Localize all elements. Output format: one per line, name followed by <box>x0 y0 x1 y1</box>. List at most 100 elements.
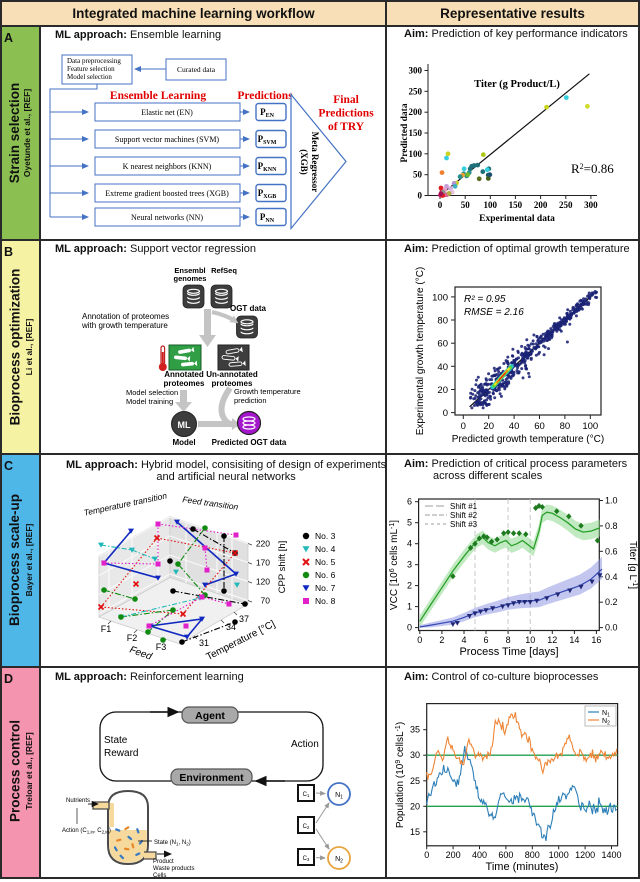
svg-text:Curated data: Curated data <box>177 65 216 74</box>
svg-text:C1: C1 <box>303 792 310 798</box>
svg-text:Meta Regressor: Meta Regressor <box>310 132 320 193</box>
svg-text:No. 8: No. 8 <box>315 596 336 606</box>
svg-text:16: 16 <box>591 635 601 645</box>
svg-text:R² = 0.95: R² = 0.95 <box>464 294 506 305</box>
svg-text:Model selection: Model selection <box>126 388 178 397</box>
svg-text:14: 14 <box>569 635 579 645</box>
svg-text:0.0: 0.0 <box>605 623 618 633</box>
svg-text:Population (109 cellsL-1): Population (109 cellsL-1) <box>395 722 406 828</box>
svg-text:Agent: Agent <box>195 710 225 722</box>
svg-text:F3: F3 <box>156 642 167 652</box>
svg-text:250: 250 <box>409 86 423 96</box>
svg-text:Temperature [°C]: Temperature [°C] <box>205 619 278 663</box>
svg-text:No. 7: No. 7 <box>315 583 336 593</box>
svg-text:Annotation of proteomes: Annotation of proteomes <box>82 312 169 321</box>
svg-text:Model: Model <box>172 438 195 447</box>
svg-text:Neural networks (NN): Neural networks (NN) <box>131 213 203 222</box>
svg-text:4: 4 <box>461 635 466 645</box>
svg-text:2: 2 <box>407 581 412 591</box>
svg-text:10: 10 <box>525 635 535 645</box>
svg-text:200: 200 <box>446 850 461 860</box>
svg-text:220: 220 <box>256 539 270 549</box>
svg-text:C2: C2 <box>303 824 310 830</box>
svg-text:1.0: 1.0 <box>605 496 618 506</box>
svg-text:genomes: genomes <box>174 274 207 283</box>
svg-text:50: 50 <box>413 170 423 180</box>
svg-text:12: 12 <box>547 635 557 645</box>
svg-text:80: 80 <box>560 421 571 432</box>
svg-text:Time (minutes): Time (minutes) <box>486 861 559 873</box>
svg-text:Un-annotated: Un-annotated <box>206 370 258 379</box>
svg-text:VCC [106 cells mL-1]: VCC [106 cells mL-1] <box>389 520 400 610</box>
svg-text:F2: F2 <box>127 633 138 643</box>
svg-text:Experimental growth temperatur: Experimental growth temperature (°C) <box>415 267 426 436</box>
svg-text:N2: N2 <box>335 856 343 865</box>
svg-text:100: 100 <box>432 292 448 303</box>
svg-text:Shift #2: Shift #2 <box>450 511 478 520</box>
svg-text:No. 3: No. 3 <box>315 531 336 541</box>
svg-text:Environment: Environment <box>179 772 244 784</box>
svg-text:20: 20 <box>483 421 494 432</box>
svg-text:Extreme gradient boosted trees: Extreme gradient boosted trees (XGB) <box>105 189 229 198</box>
svg-text:Waste products: Waste products <box>153 866 194 872</box>
svg-text:0: 0 <box>461 421 466 432</box>
svg-text:RefSeq: RefSeq <box>211 266 237 275</box>
svg-text:5: 5 <box>407 518 412 528</box>
svg-text:800: 800 <box>525 850 540 860</box>
svg-text:State (N1, N2): State (N1, N2) <box>154 840 191 847</box>
svg-text:Elastic net (EN): Elastic net (EN) <box>141 108 193 117</box>
svg-text:6: 6 <box>483 635 488 645</box>
svg-text:N1: N1 <box>335 792 343 801</box>
svg-text:Annotated: Annotated <box>164 370 204 379</box>
svg-text:0: 0 <box>438 200 443 210</box>
svg-text:K nearest neighbors (KNN): K nearest neighbors (KNN) <box>123 162 212 171</box>
svg-text:Predicted OGT data: Predicted OGT data <box>212 438 287 447</box>
svg-text:0: 0 <box>407 623 412 633</box>
svg-text:Process Time [days]: Process Time [days] <box>459 646 558 658</box>
svg-text:Predicted growth temperature (: Predicted growth temperature (°C) <box>452 434 604 445</box>
svg-text:Reward: Reward <box>104 748 138 759</box>
svg-text:with growth temperature: with growth temperature <box>81 321 168 330</box>
svg-text:37: 37 <box>239 614 249 624</box>
svg-text:15: 15 <box>410 827 420 837</box>
svg-text:1: 1 <box>407 602 412 612</box>
svg-text:N2: N2 <box>602 718 610 727</box>
svg-text:20: 20 <box>410 801 420 811</box>
svg-text:20: 20 <box>437 385 448 396</box>
svg-text:200: 200 <box>409 107 423 117</box>
svg-text:25: 25 <box>410 776 420 786</box>
svg-text:Support vector machines (SVM): Support vector machines (SVM) <box>115 135 220 144</box>
svg-text:60: 60 <box>437 339 448 350</box>
svg-text:Experimental data: Experimental data <box>479 214 555 224</box>
svg-text:35: 35 <box>410 725 420 735</box>
svg-text:100: 100 <box>484 200 498 210</box>
svg-text:Shift #1: Shift #1 <box>450 502 478 511</box>
svg-text:Product: Product <box>153 859 174 865</box>
svg-text:400: 400 <box>472 850 487 860</box>
svg-text:4: 4 <box>407 539 412 549</box>
svg-text:Shift #3: Shift #3 <box>450 520 478 529</box>
svg-text:31: 31 <box>199 638 209 648</box>
svg-text:600: 600 <box>498 850 513 860</box>
svg-text:Nutrients: Nutrients <box>66 798 90 804</box>
svg-text:Predicted data: Predicted data <box>400 103 410 162</box>
svg-text:40: 40 <box>509 421 520 432</box>
svg-text:State: State <box>104 735 128 746</box>
svg-text:60: 60 <box>534 421 545 432</box>
svg-text:RMSE = 2.16: RMSE = 2.16 <box>464 307 524 318</box>
svg-text:170: 170 <box>256 558 270 568</box>
svg-text:Titer [g L-1]: Titer [g L-1] <box>627 541 638 589</box>
svg-text:0.6: 0.6 <box>605 546 618 556</box>
svg-text:0: 0 <box>424 850 429 860</box>
svg-text:No. 4: No. 4 <box>315 544 336 554</box>
svg-text:F1: F1 <box>101 624 112 634</box>
svg-text:CPP shift [h]: CPP shift [h] <box>277 541 288 594</box>
svg-text:Predictions: Predictions <box>318 108 374 120</box>
svg-text:0: 0 <box>418 191 423 201</box>
svg-text:No. 5: No. 5 <box>315 557 336 567</box>
svg-text:150: 150 <box>409 128 423 138</box>
svg-text:Action (C1,in, C2,in): Action (C1,in, C2,in) <box>62 828 111 835</box>
svg-text:Predictions: Predictions <box>237 90 293 102</box>
svg-text:of TRY: of TRY <box>328 121 365 133</box>
svg-text:ML: ML <box>178 420 191 430</box>
